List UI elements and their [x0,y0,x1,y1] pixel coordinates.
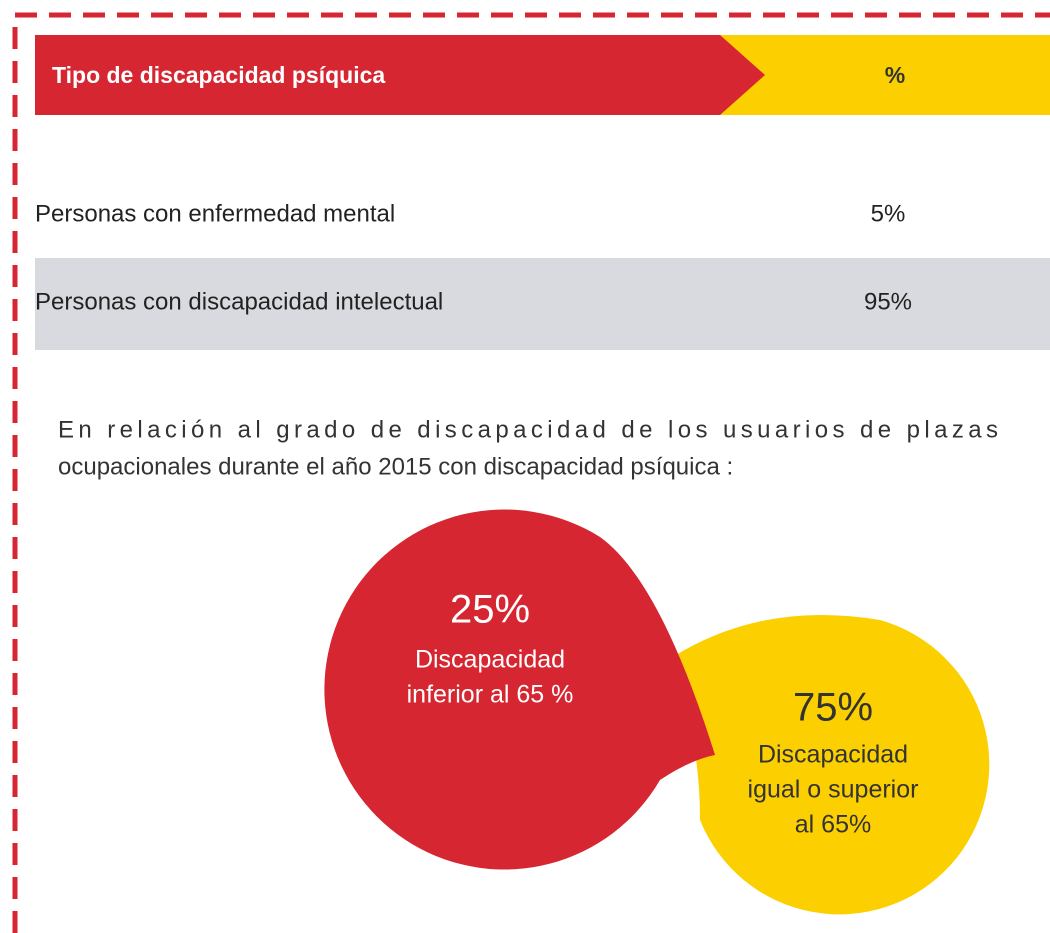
bubble-text: al 65% [795,811,871,839]
bubble-value: 25% [450,588,530,632]
header-title-bg [35,35,765,115]
bubble-text: igual o superior [748,776,919,804]
bubble-text: Discapacidad [758,741,908,769]
paragraph-line: En relación al grado de discapacidad de … [58,416,998,443]
row-label: Personas con enfermedad mental [35,200,395,227]
paragraph-line: ocupacionales durante el año 2015 con di… [58,453,733,480]
dashed-border [12,12,1050,933]
bubble-value: 75% [793,686,873,730]
bubble-text: Discapacidad [415,646,565,674]
bubble-yellow [668,615,990,915]
header-percent-bg [715,35,1050,115]
row-label: Personas con discapacidad intelectual [35,288,443,315]
row-value: 5% [871,200,906,227]
header-title: Tipo de discapacidad psíquica [52,62,385,88]
header-percent: % [885,62,905,88]
bubble-text: inferior al 65 % [407,681,574,709]
bubble-red [324,509,715,870]
row-value: 95% [864,288,912,315]
row-bg [35,258,1050,350]
